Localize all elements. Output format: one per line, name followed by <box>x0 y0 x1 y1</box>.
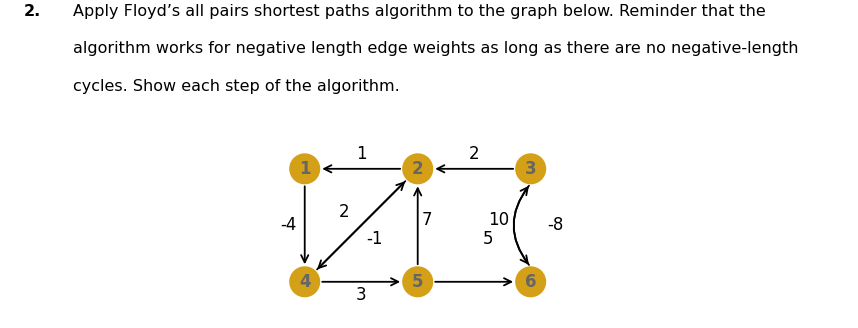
FancyArrowPatch shape <box>514 186 529 263</box>
Text: Apply Floyd’s all pairs shortest paths algorithm to the graph below. Reminder th: Apply Floyd’s all pairs shortest paths a… <box>73 4 765 19</box>
Circle shape <box>516 154 546 183</box>
Text: 1: 1 <box>356 145 366 163</box>
Text: 7: 7 <box>421 211 432 229</box>
Text: 3: 3 <box>356 286 366 304</box>
Text: 1: 1 <box>299 160 311 178</box>
Circle shape <box>403 267 432 297</box>
Text: -4: -4 <box>281 216 297 234</box>
Text: 6: 6 <box>525 273 536 291</box>
Text: 10: 10 <box>488 211 510 229</box>
Text: cycles. Show each step of the algorithm.: cycles. Show each step of the algorithm. <box>73 78 400 93</box>
Text: 4: 4 <box>299 273 311 291</box>
Text: 2: 2 <box>412 160 424 178</box>
Text: -8: -8 <box>547 216 564 234</box>
Circle shape <box>516 267 546 297</box>
Text: -1: -1 <box>366 230 383 248</box>
Circle shape <box>290 267 319 297</box>
Text: 3: 3 <box>525 160 536 178</box>
Text: 2.: 2. <box>24 4 41 19</box>
FancyArrowPatch shape <box>514 187 529 265</box>
Text: 2: 2 <box>339 203 349 221</box>
Text: algorithm works for negative length edge weights as long as there are no negativ: algorithm works for negative length edge… <box>73 41 799 56</box>
Circle shape <box>403 154 432 183</box>
Text: 5: 5 <box>482 230 493 248</box>
Circle shape <box>290 154 319 183</box>
Text: 5: 5 <box>412 273 424 291</box>
Text: 2: 2 <box>468 145 480 163</box>
